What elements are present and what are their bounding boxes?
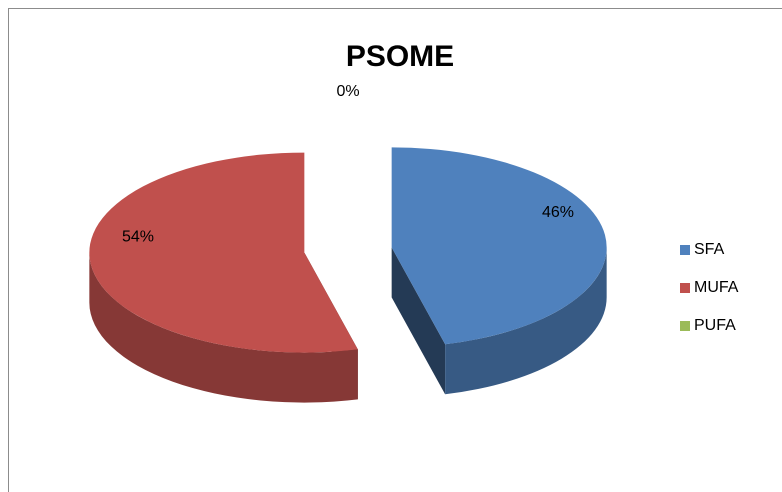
legend-swatch bbox=[680, 283, 690, 293]
data-label: 54% bbox=[122, 229, 154, 246]
slice bbox=[391, 147, 607, 345]
slice-side bbox=[89, 252, 358, 403]
legend-swatch bbox=[680, 245, 690, 255]
slice bbox=[89, 152, 358, 353]
data-label: 46% bbox=[542, 204, 574, 221]
legend-label: PUFA bbox=[694, 317, 736, 334]
slice-side bbox=[445, 247, 607, 395]
slice-wall bbox=[391, 247, 446, 395]
chart-title: PSOME bbox=[346, 40, 454, 73]
legend-label: MUFA bbox=[694, 279, 739, 296]
legend-label: SFA bbox=[694, 241, 725, 258]
data-label: 0% bbox=[336, 83, 359, 100]
legend-swatch bbox=[680, 321, 690, 331]
